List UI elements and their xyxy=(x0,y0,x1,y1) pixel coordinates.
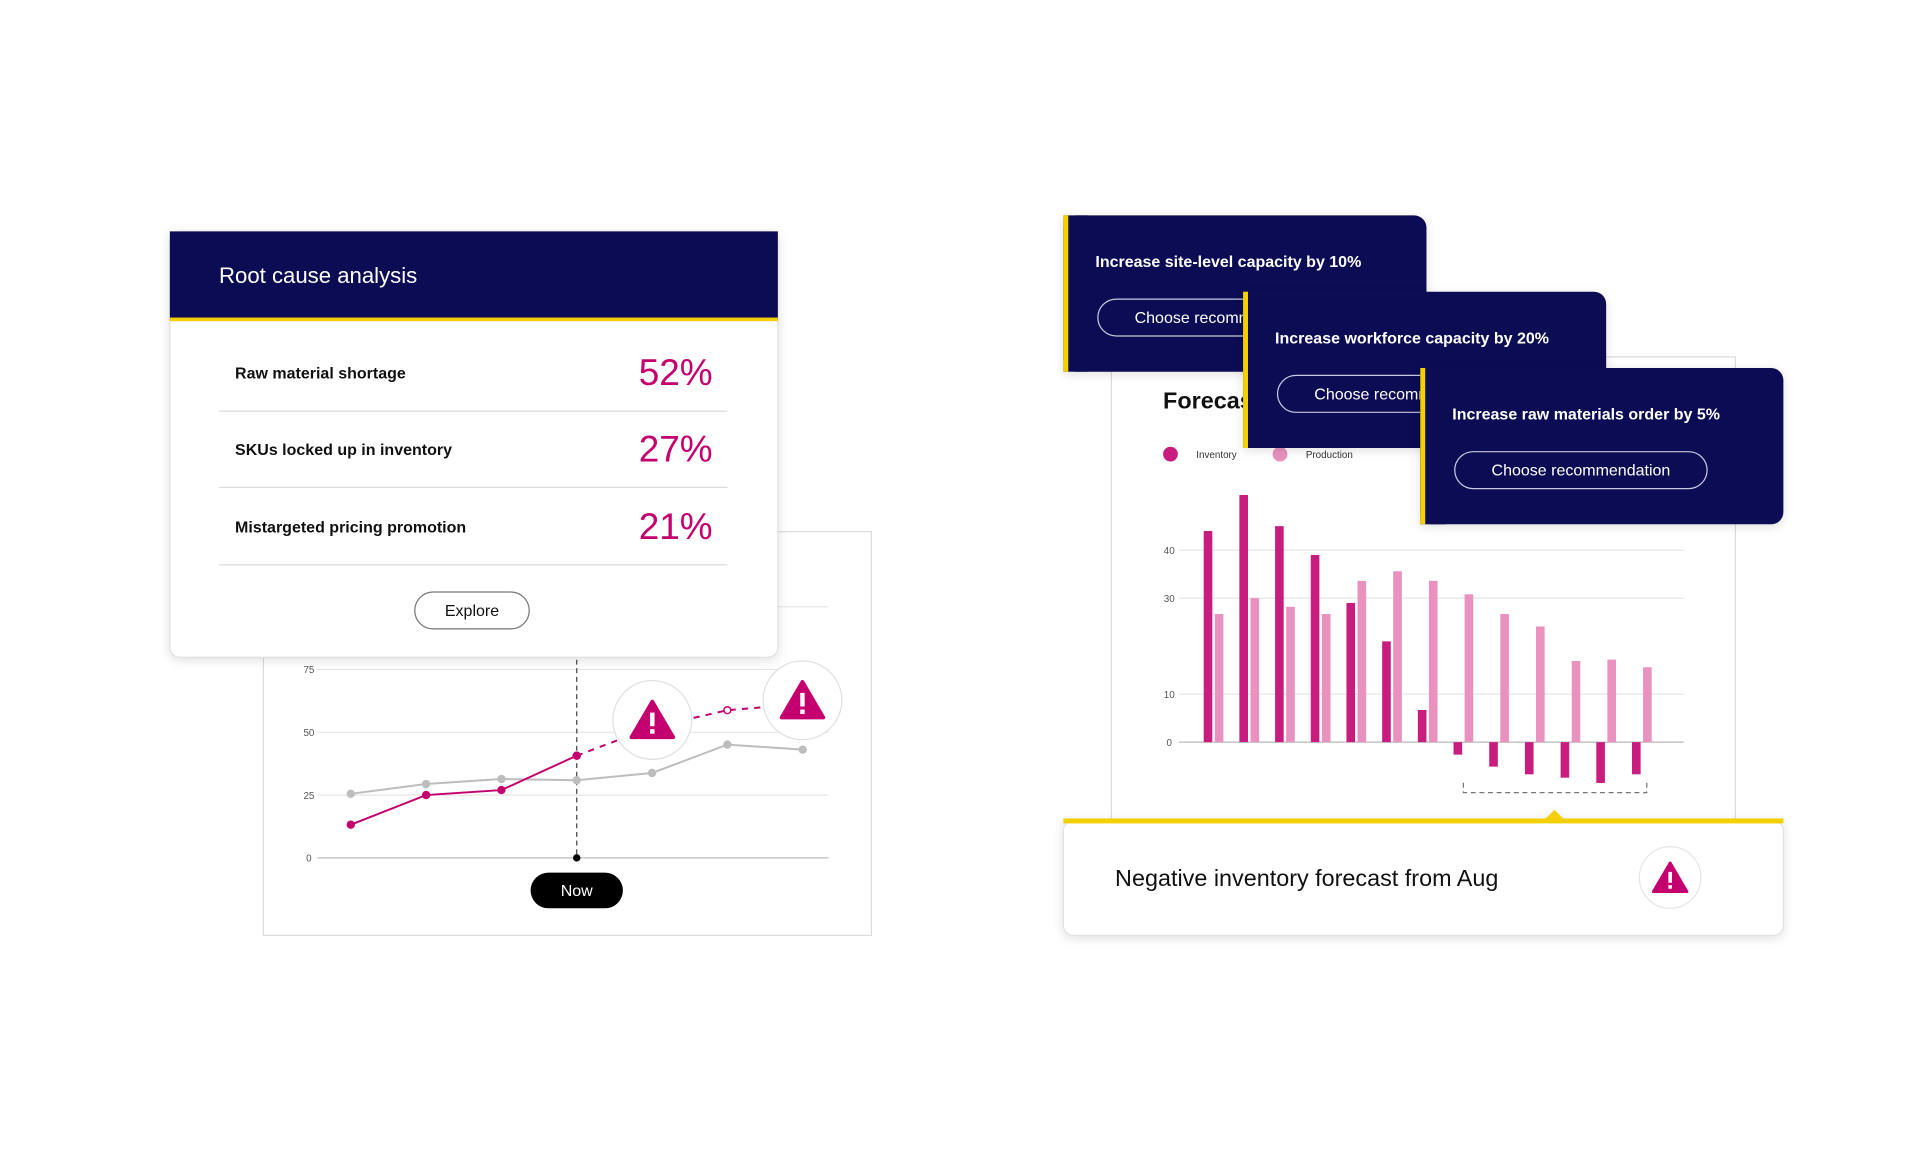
card-title: Root cause analysis xyxy=(219,263,417,288)
bar xyxy=(1560,742,1570,778)
row-value: 27% xyxy=(639,429,713,470)
bar xyxy=(1453,742,1463,755)
bar xyxy=(1275,526,1284,743)
root-cause-card: Root cause analysis Explore Raw material… xyxy=(169,230,779,658)
row-label: Mistargeted pricing promotion xyxy=(235,519,466,536)
accent-line xyxy=(169,317,778,322)
accent-bar xyxy=(1420,368,1426,525)
y-tick-label: 75 xyxy=(303,665,314,676)
bar xyxy=(1239,494,1248,743)
legend-swatch xyxy=(1163,446,1178,462)
bar xyxy=(1571,661,1581,743)
row-label: Raw material shortage xyxy=(235,365,406,382)
y-tick-label: 10 xyxy=(1164,690,1175,701)
y-tick-label: 40 xyxy=(1164,546,1175,557)
point xyxy=(497,785,506,795)
legend-swatch xyxy=(1272,446,1288,462)
bar xyxy=(1250,598,1260,743)
card-bg xyxy=(1420,368,1784,525)
bar xyxy=(1632,742,1641,775)
bar xyxy=(1464,594,1474,743)
bar xyxy=(1500,613,1509,743)
legend-label: Production xyxy=(1306,450,1353,461)
alert-card: Negative inventory forecast from Aug xyxy=(1062,809,1785,936)
bracket xyxy=(1462,782,1648,794)
bar xyxy=(1310,554,1320,743)
point xyxy=(572,776,581,785)
now-pill xyxy=(530,872,623,909)
point xyxy=(421,779,431,789)
bar xyxy=(1489,742,1498,767)
bar xyxy=(1214,613,1224,743)
row-value: 21% xyxy=(639,506,713,547)
series-line xyxy=(350,754,578,826)
card-header xyxy=(169,231,778,320)
bar xyxy=(1357,580,1367,743)
recommendation-title: Increase site-level capacity by 10% xyxy=(1095,254,1361,271)
accent-line xyxy=(1063,818,1784,824)
bar xyxy=(1643,667,1652,743)
recommendations: Increase site-level capacity by 10% Choos… xyxy=(1063,215,1784,525)
accent-bar xyxy=(1063,215,1069,372)
bar xyxy=(1393,571,1402,743)
recommendation-card: Increase raw materials order by 5% Choose… xyxy=(1420,368,1784,525)
recommendation-title: Increase workforce capacity by 20% xyxy=(1275,330,1549,347)
y-tick-label: 50 xyxy=(303,728,314,739)
bar xyxy=(1321,613,1331,743)
y-tick-label: 25 xyxy=(303,791,314,802)
bar xyxy=(1596,742,1605,783)
recommendation-title: Increase raw materials order by 5% xyxy=(1452,407,1720,424)
explore-button[interactable] xyxy=(414,591,530,630)
bar xyxy=(1524,742,1534,775)
point xyxy=(798,745,807,754)
button-label[interactable]: Choose recommendation xyxy=(1492,463,1671,480)
point xyxy=(346,820,355,829)
bar xyxy=(1203,530,1213,743)
y-tick-label: 0 xyxy=(1166,738,1172,749)
series-line xyxy=(576,702,803,757)
bar xyxy=(1536,626,1545,743)
point xyxy=(497,774,506,784)
button-label[interactable]: Explore xyxy=(445,603,499,620)
point xyxy=(723,740,732,749)
choose-button[interactable] xyxy=(1454,451,1708,490)
point xyxy=(723,706,732,715)
point xyxy=(647,768,657,778)
row-value: 52% xyxy=(639,352,713,393)
now-dot xyxy=(573,854,581,862)
accent-bar xyxy=(1243,291,1248,448)
bar xyxy=(1286,606,1295,743)
pointer xyxy=(1543,809,1566,821)
bar xyxy=(1428,580,1438,743)
bar xyxy=(1417,709,1427,743)
y-tick-label: 0 xyxy=(306,854,312,865)
point xyxy=(421,790,431,800)
point xyxy=(346,789,355,799)
now-label: Now xyxy=(561,883,593,900)
point xyxy=(572,751,581,760)
row-label: SKUs locked up in inventory xyxy=(235,442,452,459)
legend-label: Inventory xyxy=(1196,450,1237,461)
alert-text: Negative inventory forecast from Aug xyxy=(1115,865,1498,891)
bar xyxy=(1607,659,1616,743)
bar xyxy=(1382,641,1391,743)
bar xyxy=(1346,602,1356,743)
y-tick-label: 30 xyxy=(1164,594,1175,605)
